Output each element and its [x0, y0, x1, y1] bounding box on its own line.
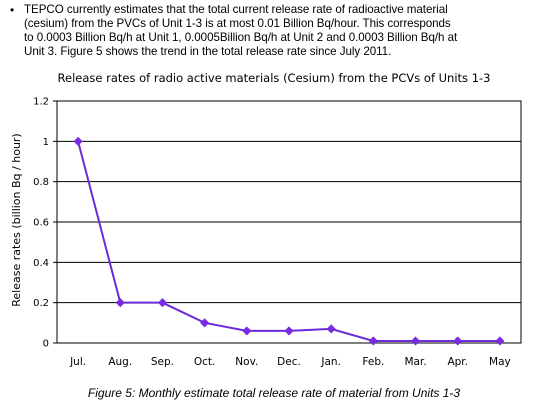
- x-tick-label: May: [489, 356, 511, 368]
- y-tick-label: 0.4: [33, 258, 49, 269]
- x-tick-label: Nov.: [235, 356, 258, 368]
- y-tick-label: 0.2: [33, 298, 49, 309]
- x-tick-label: Aug.: [108, 356, 132, 368]
- series-line: [77, 141, 500, 342]
- intro-paragraph: • TEPCO currently estimates that the tot…: [10, 3, 542, 59]
- x-tick-label: Mar.: [404, 356, 426, 368]
- data-point: [242, 326, 252, 336]
- data-point: [157, 298, 168, 308]
- y-tick-label: 0.8: [33, 177, 49, 188]
- x-tick-label: Oct.: [194, 356, 216, 368]
- release-rate-chart: Release rates of radio active materials …: [10, 71, 522, 368]
- data-point: [410, 336, 421, 346]
- plot-area: 0 0.2 0.4 0.6 0.8 1 1.2 Jul. Aug. Sep. Oct. Nov. Dec…: [33, 97, 522, 368]
- data-point: [284, 326, 294, 336]
- x-tick-label: Sep.: [151, 356, 174, 368]
- y-axis-label: Release rates (billion Bq / hour): [10, 133, 23, 306]
- figure-caption: Figure 5: Monthly estimate total release…: [87, 386, 461, 400]
- chart-title: Release rates of radio active materials …: [58, 71, 491, 85]
- data-point: [200, 318, 210, 328]
- intro-text: TEPCO currently estimates that the total…: [24, 3, 458, 58]
- data-point: [326, 324, 336, 334]
- data-point: [453, 336, 463, 346]
- data-point: [115, 298, 125, 308]
- x-tick-label: Feb.: [362, 356, 384, 368]
- data-point: [73, 136, 83, 146]
- x-tick-label: Jul.: [69, 356, 86, 368]
- y-tick-label: 0.6: [33, 218, 49, 229]
- data-point: [368, 336, 378, 346]
- x-tick-label: Apr.: [447, 356, 468, 368]
- x-tick-label: Dec.: [277, 356, 301, 368]
- y-tick-label: 1: [43, 137, 49, 148]
- bullet-icon: •: [10, 3, 15, 17]
- x-tick-label: Jan.: [320, 356, 341, 368]
- y-tick-label: 0: [43, 339, 49, 350]
- y-tick-label: 1.2: [33, 97, 49, 108]
- data-point: [495, 336, 505, 346]
